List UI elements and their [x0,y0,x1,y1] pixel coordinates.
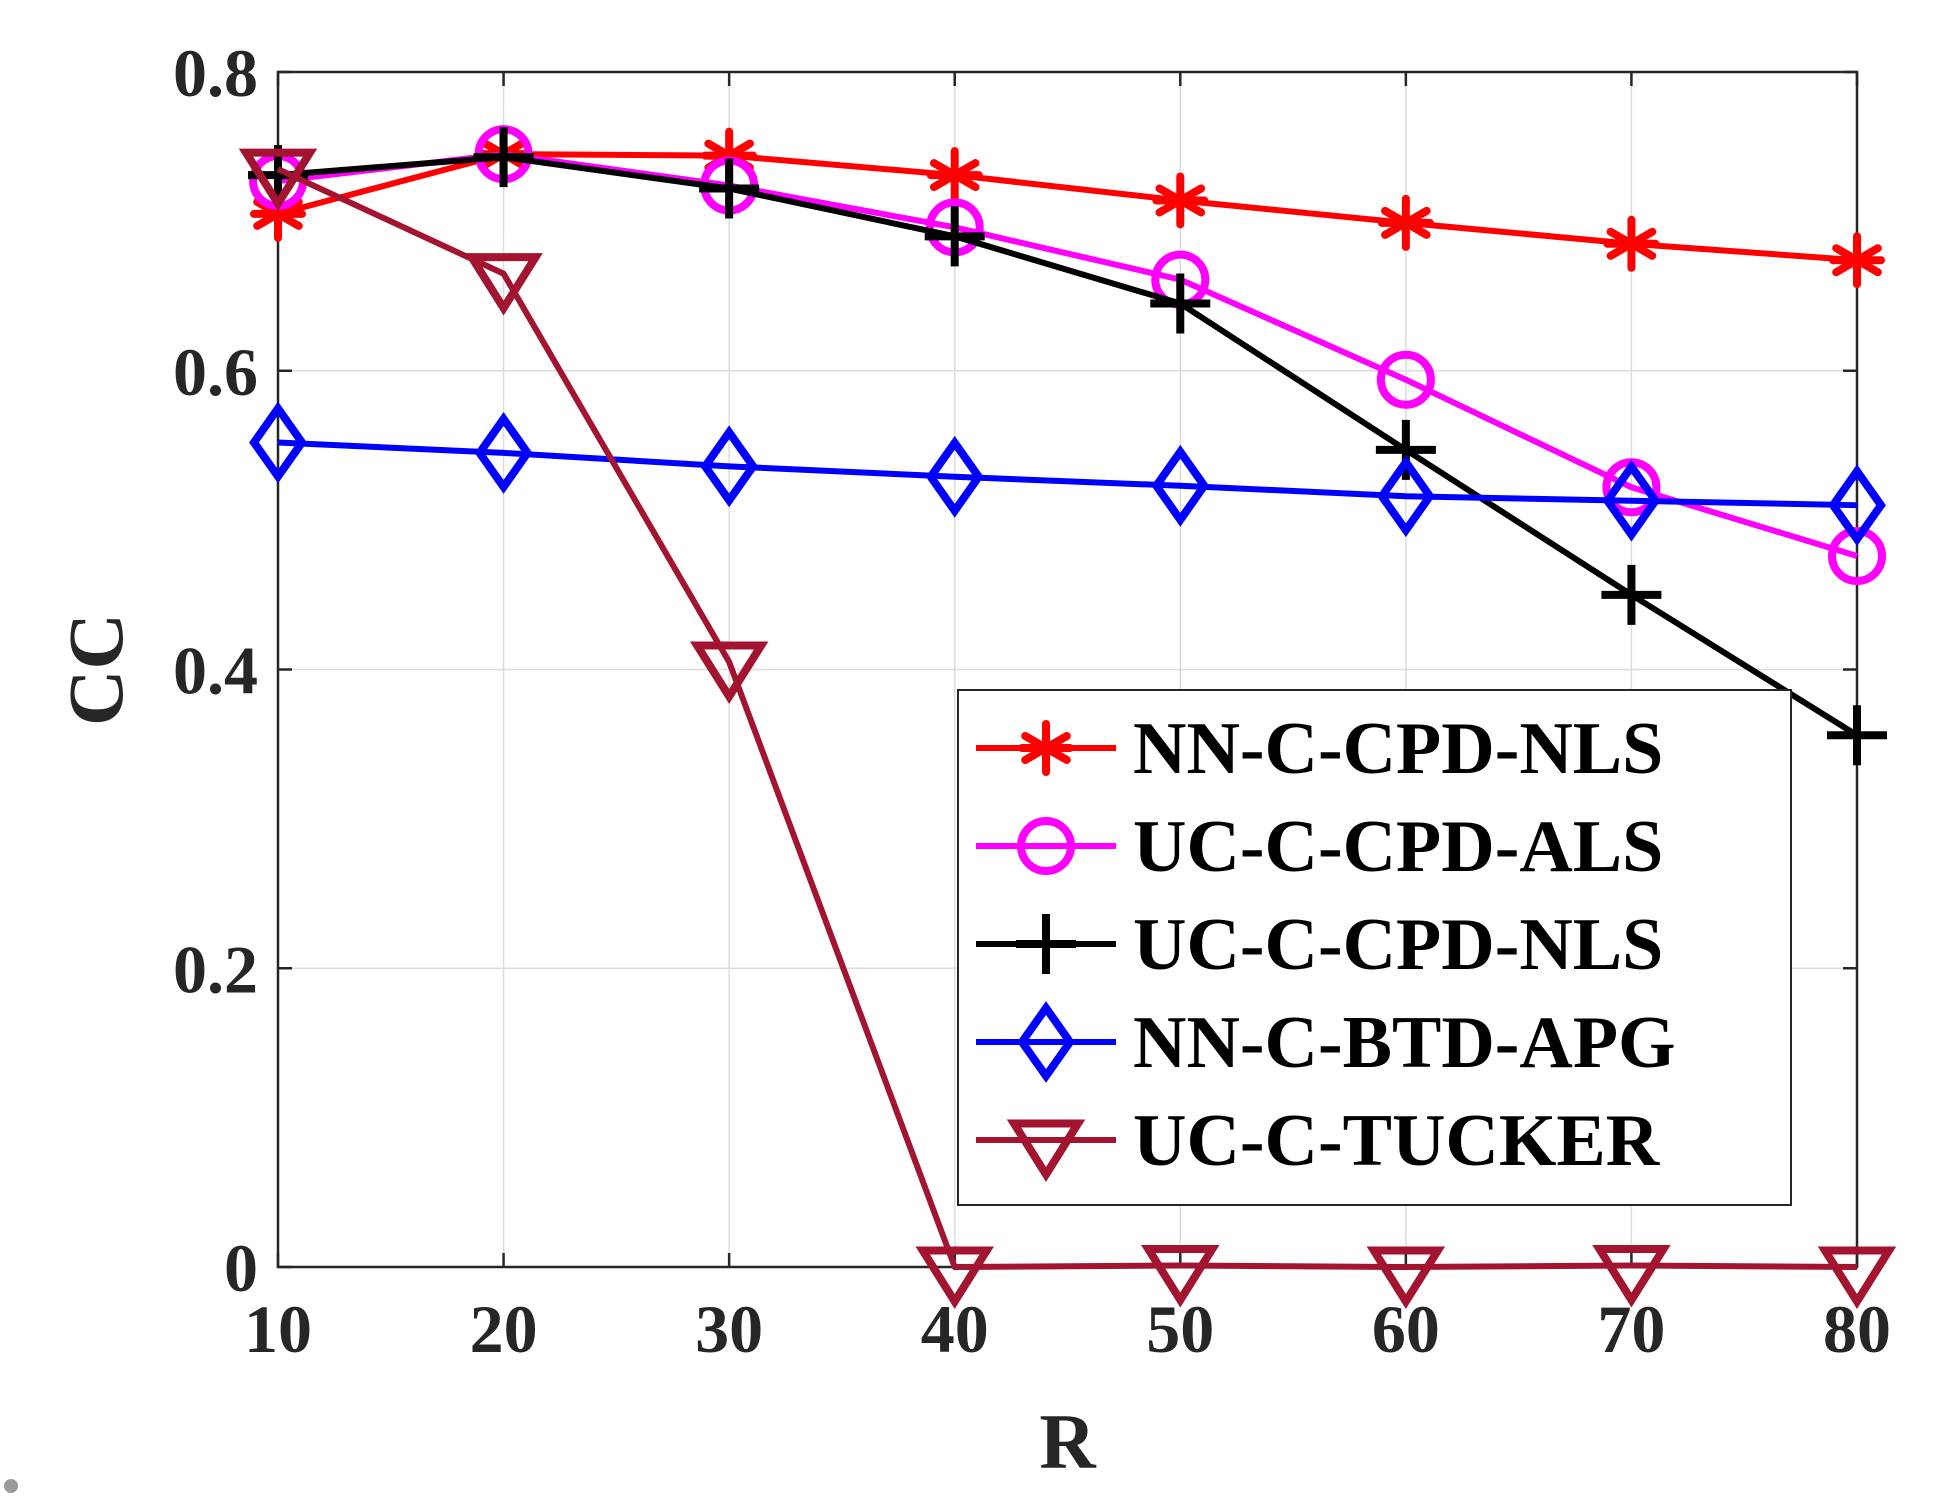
legend-entry: UC-C-CPD-NLS [976,904,1663,986]
series-UC-C-CPD-ALS [249,125,1886,585]
legend-marker [1017,1001,1075,1083]
data-point [925,435,984,518]
data-point [924,206,985,267]
legend-entry: NN-C-BTD-APG [976,1001,1676,1084]
data-point [926,147,983,204]
legend-marker [1006,1119,1086,1183]
series-line [276,166,1858,1270]
legend-label: UC-C-CPD-NLS [1133,904,1663,986]
data-point [1376,455,1435,538]
data-point [464,253,543,316]
data-point [1827,705,1887,766]
data-point [1817,1246,1897,1310]
series-line [277,151,1858,264]
y-tick-label: 0 [224,1230,258,1306]
legend-entry: UC-C-TUCKER [976,1100,1661,1183]
legend-label: NN-C-CPD-NLS [1133,708,1663,790]
legend: NN-C-CPD-NLS UC-C-CPD-ALS UC-C-CPD-NLS NN-C… [957,689,1792,1206]
data-point [689,641,769,705]
data-point [249,401,307,484]
series-UC-C-CPD-NLS [248,127,1887,766]
x-tick-label: 10 [244,1291,312,1367]
data-point [700,425,759,508]
data-point [473,127,534,188]
x-axis-label: R [1039,1398,1097,1485]
y-tick-label: 0.2 [173,931,258,1007]
data-point [1366,1246,1446,1310]
legend-box [957,689,1792,1206]
data-point [1151,444,1210,527]
data-point [1152,172,1209,229]
status-dot [4,1479,18,1493]
data-point [1377,194,1434,251]
data-point [1603,215,1660,272]
legend-marker [1018,720,1074,776]
y-axis-label: CC [52,613,139,726]
legend-marker [1017,817,1075,875]
data-point [1141,1245,1220,1308]
data-point [1375,419,1436,480]
legend-label: NN-C-BTD-APG [1133,1002,1676,1084]
series-line [277,151,1858,559]
y-tick-label: 0.4 [173,633,258,709]
x-tick-label: 20 [470,1291,538,1367]
data-point [915,1246,994,1310]
legend-entry: UC-C-CPD-ALS [976,806,1663,888]
x-tick-label: 30 [695,1291,763,1367]
legend-label: UC-C-TUCKER [1133,1100,1661,1182]
data-point [474,411,533,494]
legend-entry: NN-C-CPD-NLS [976,708,1663,790]
y-tick-label: 0.8 [173,35,258,111]
legend-label: UC-C-CPD-ALS [1133,806,1663,888]
data-point [1829,232,1885,289]
series-NN-C-BTD-APG [249,401,1886,547]
series-line [277,439,1858,509]
y-tick-label: 0.6 [173,334,258,410]
data-point [1828,526,1886,585]
data-point [1828,464,1886,547]
data-point [1601,564,1662,625]
series-line [277,154,1859,738]
data-point [238,148,318,212]
data-point [1150,273,1211,334]
data-point [1592,1245,1671,1308]
series-UC-C-TUCKER [238,148,1897,1310]
series-group [238,125,1897,1310]
data-point [1376,350,1435,409]
data-point [1602,459,1661,542]
data-point [699,158,760,219]
legend-marker [1016,914,1076,974]
